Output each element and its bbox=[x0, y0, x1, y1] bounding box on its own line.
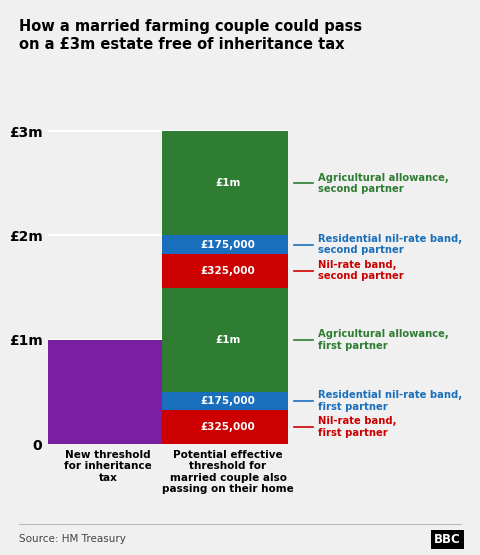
Text: Source: HM Treasury: Source: HM Treasury bbox=[19, 534, 126, 544]
Text: £175,000: £175,000 bbox=[201, 240, 255, 250]
Text: £325,000: £325,000 bbox=[201, 422, 255, 432]
Text: BBC: BBC bbox=[434, 533, 461, 546]
Text: £1m: £1m bbox=[216, 178, 240, 188]
Text: How a married farming couple could pass
on a £3m estate free of inheritance tax: How a married farming couple could pass … bbox=[19, 19, 362, 52]
Text: £175,000: £175,000 bbox=[201, 396, 255, 406]
Text: Nil-rate band,
second partner: Nil-rate band, second partner bbox=[318, 260, 404, 281]
Text: Agricultural allowance,
first partner: Agricultural allowance, first partner bbox=[318, 329, 449, 351]
Text: £325,000: £325,000 bbox=[201, 266, 255, 276]
Text: Residential nil-rate band,
first partner: Residential nil-rate band, first partner bbox=[318, 390, 462, 412]
Bar bbox=[162, 392, 294, 410]
Bar bbox=[162, 235, 294, 254]
Bar bbox=[42, 340, 174, 444]
Bar bbox=[162, 410, 294, 444]
Text: Agricultural allowance,
second partner: Agricultural allowance, second partner bbox=[318, 173, 449, 194]
Text: Residential nil-rate band,
second partner: Residential nil-rate band, second partne… bbox=[318, 234, 462, 255]
Bar bbox=[162, 287, 294, 392]
Bar bbox=[162, 254, 294, 287]
Text: Nil-rate band,
first partner: Nil-rate band, first partner bbox=[318, 416, 396, 438]
Text: £1m: £1m bbox=[216, 335, 240, 345]
Bar bbox=[162, 131, 294, 235]
